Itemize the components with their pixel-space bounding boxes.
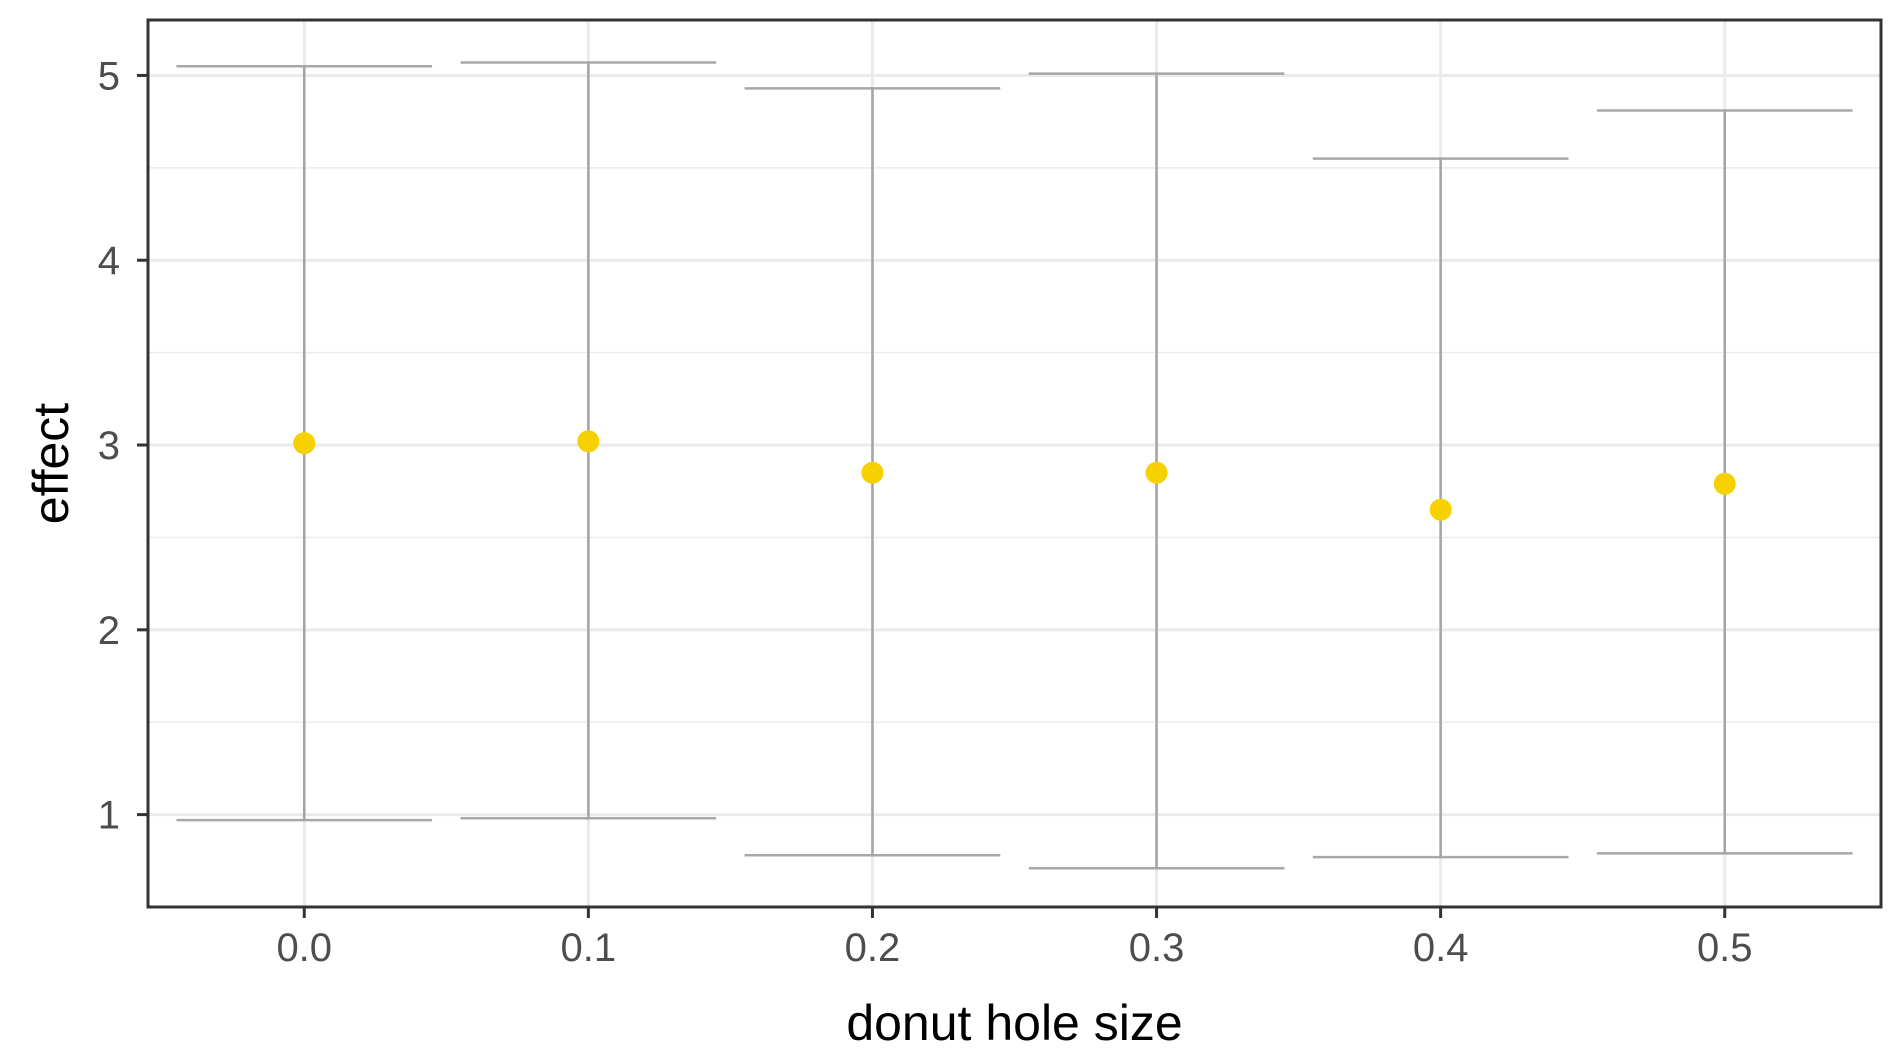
- x-tick-label: 0.4: [1413, 926, 1469, 970]
- x-tick-label: 0.1: [561, 926, 617, 970]
- y-tick-label: 4: [98, 239, 120, 283]
- y-axis-title: effect: [23, 403, 79, 524]
- data-point: [1145, 461, 1168, 484]
- data-point: [577, 430, 600, 453]
- data-point: [1713, 472, 1736, 495]
- y-tick-label: 3: [98, 424, 120, 468]
- data-point: [1429, 498, 1452, 521]
- data-points: [293, 430, 1736, 521]
- data-point: [861, 461, 884, 484]
- panel-border: [146, 18, 1883, 909]
- x-tick-label: 0.0: [276, 926, 332, 970]
- x-axis-ticks: 0.0 0.1 0.2 0.3 0.4 0.5: [276, 907, 1753, 970]
- y-axis-ticks: 1 2 3 4 5: [98, 54, 148, 838]
- x-axis-title: donut hole size: [846, 995, 1182, 1051]
- y-tick-label: 1: [98, 794, 120, 838]
- y-tick-label: 5: [98, 54, 120, 98]
- x-tick-label: 0.3: [1129, 926, 1185, 970]
- x-tick-label: 0.5: [1697, 926, 1753, 970]
- x-tick-label: 0.2: [845, 926, 901, 970]
- y-tick-label: 2: [98, 609, 120, 653]
- data-point: [293, 432, 316, 455]
